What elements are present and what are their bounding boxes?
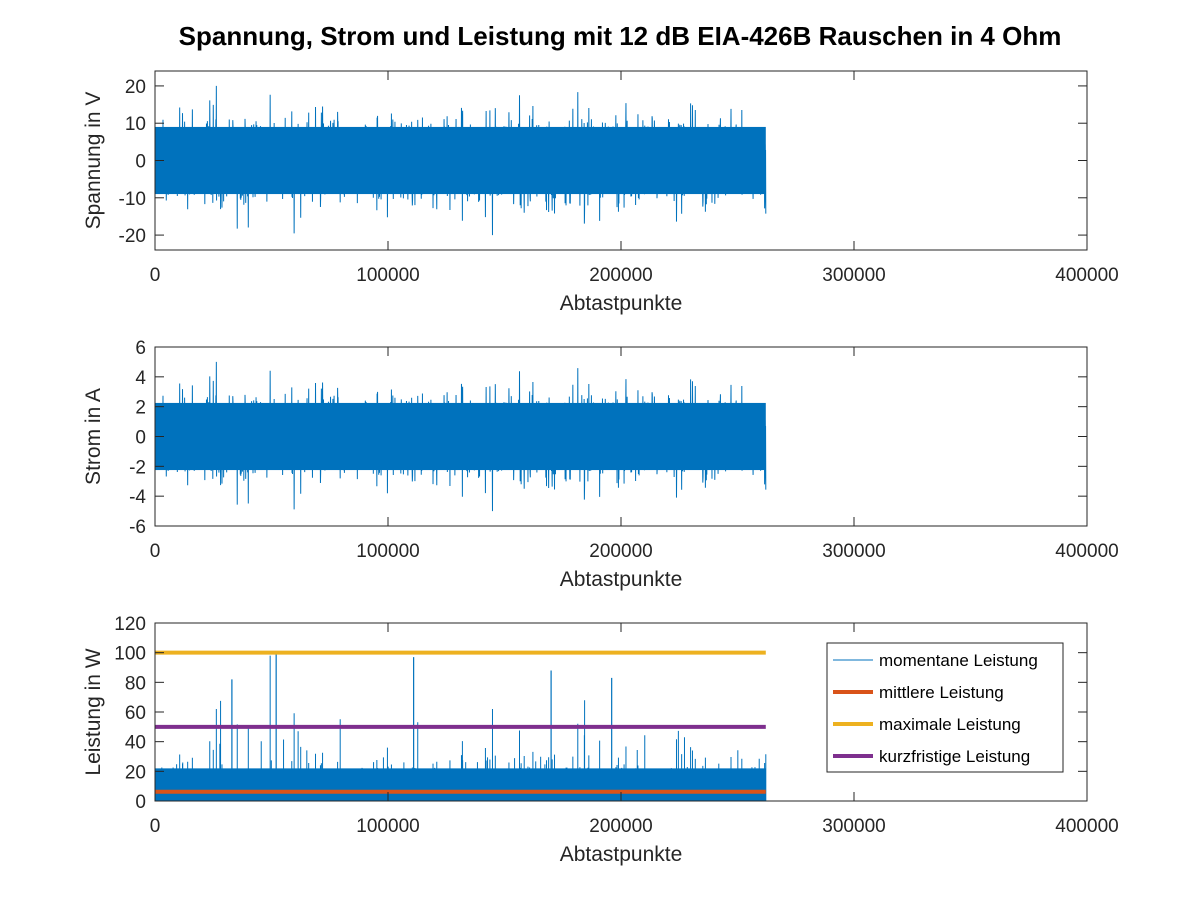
- y-tick-label: 120: [114, 614, 146, 635]
- power-core-band: [155, 768, 766, 801]
- y-tick-label: -2: [129, 457, 146, 478]
- legend-entry-2: mittlere Leistung: [879, 683, 1004, 702]
- axes-panel-1: 0 100000 200000 300000 400000 -20 -10 0 10 20 Abta…: [82, 70, 1119, 315]
- x-tick-label: 300000: [822, 541, 885, 562]
- y-tick-label: 20: [125, 762, 146, 783]
- x-tick-label: 400000: [1055, 265, 1118, 286]
- y-tick-label: 2: [135, 398, 146, 419]
- x-axis-label: Abtastpunkte: [560, 292, 683, 315]
- x-tick-label: 300000: [822, 265, 885, 286]
- y-tick-label: 40: [125, 733, 146, 754]
- y-tick-label: 4: [135, 368, 146, 389]
- y-tick-label: 10: [125, 114, 146, 135]
- x-tick-label: 100000: [356, 541, 419, 562]
- legend-box: [826, 642, 1064, 773]
- x-tick-label: 100000: [356, 816, 419, 837]
- y-tick-label: -20: [119, 226, 146, 247]
- y-tick-label: -10: [119, 189, 146, 210]
- legend: momentane Leistung mittlere Leistung maxim…: [826, 642, 1064, 773]
- signal-core-band: [155, 402, 766, 471]
- y-axis-label: Leistung in W: [82, 648, 105, 775]
- figure-title: Spannung, Strom und Leistung mit 12 dB E…: [179, 21, 1062, 51]
- x-tick-label: 0: [150, 265, 161, 286]
- legend-entry-4: kurzfristige Leistung: [879, 747, 1030, 766]
- x-tick-label: 200000: [589, 541, 652, 562]
- x-tick-label: 0: [150, 541, 161, 562]
- x-tick-label: 300000: [822, 816, 885, 837]
- y-tick-label: 20: [125, 77, 146, 98]
- y-tick-label: -4: [129, 487, 146, 508]
- y-tick-label: 100: [114, 644, 146, 665]
- x-tick-label: 200000: [589, 265, 652, 286]
- y-tick-label: -6: [129, 517, 146, 538]
- y-tick-label: 0: [135, 428, 146, 449]
- y-tick-label: 60: [125, 703, 146, 724]
- y-tick-label: 80: [125, 673, 146, 694]
- legend-entry-1: momentane Leistung: [879, 651, 1038, 670]
- y-axis-label: Spannung in V: [82, 92, 105, 230]
- x-tick-label: 400000: [1055, 541, 1118, 562]
- y-tick-label: 6: [135, 338, 146, 359]
- y-tick-label: 0: [135, 152, 146, 173]
- axes-panel-3: 0 100000 200000 300000 400000 0 20 40 60 80 100 120…: [82, 614, 1119, 866]
- legend-entry-3: maximale Leistung: [879, 715, 1021, 734]
- x-tick-label: 100000: [356, 265, 419, 286]
- x-axis-label: Abtastpunkte: [560, 568, 683, 591]
- x-tick-label: 400000: [1055, 816, 1118, 837]
- signal-core-band: [155, 126, 766, 195]
- y-axis-label: Strom in A: [82, 388, 105, 485]
- axes-panel-2: 0 100000 200000 300000 400000 -6 -4 -2 0 2 4 6 Abtas…: [82, 338, 1119, 591]
- x-tick-label: 0: [150, 816, 161, 837]
- y-tick-label: 0: [135, 792, 146, 813]
- x-axis-label: Abtastpunkte: [560, 843, 683, 866]
- x-tick-label: 200000: [589, 816, 652, 837]
